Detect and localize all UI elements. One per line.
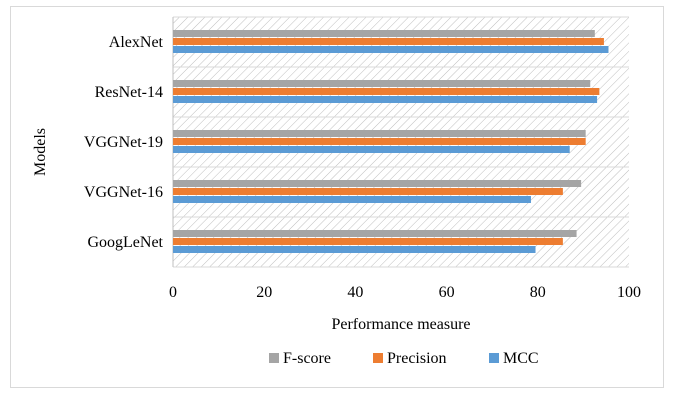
gridlines [172, 16, 629, 268]
category-label-vggnet-16: VGGNet-16 [84, 184, 163, 201]
bar-vggnet-19-precision [173, 138, 586, 145]
bars-group [173, 30, 609, 253]
legend-swatch-mcc [489, 353, 499, 363]
legend-label-precision: Precision [387, 350, 447, 367]
x-tick-labels: 0 20 40 60 80 100 [169, 284, 641, 301]
legend-label-mcc: MCC [503, 350, 539, 367]
bar-resnet-14-mcc [173, 96, 598, 103]
legend-label-f-score: F-score [283, 350, 331, 367]
legend: F-score Precision MCC [269, 350, 539, 367]
bar-googlenet-precision [173, 238, 563, 245]
x-tick-label: 100 [617, 284, 641, 301]
category-label-resnet-14: ResNet-14 [95, 84, 163, 101]
bar-vggnet-16-precision [173, 188, 563, 195]
x-tick-label: 60 [439, 284, 455, 301]
bar-vggnet-16-mcc [173, 196, 531, 203]
bar-vggnet-16-f-score [173, 180, 582, 187]
bar-chart: AlexNet ResNet-14 VGGNet-19 VGGNet-16 GoogLe… [32, 16, 641, 367]
category-labels: AlexNet ResNet-14 VGGNet-19 VGGNet-16 GoogLe… [84, 34, 164, 251]
bar-googlenet-mcc [173, 246, 536, 253]
bar-resnet-14-precision [173, 88, 600, 95]
bar-vggnet-19-f-score [173, 130, 586, 137]
x-tick-label: 80 [530, 284, 546, 301]
legend-swatch-f-score [269, 353, 279, 363]
legend-swatch-precision [373, 353, 383, 363]
category-label-alexnet: AlexNet [109, 34, 164, 51]
x-tick-label: 40 [347, 284, 363, 301]
category-label-vggnet-19: VGGNet-19 [84, 134, 163, 151]
chart-frame: AlexNet ResNet-14 VGGNet-19 VGGNet-16 GoogLe… [10, 6, 664, 388]
x-tick-label: 20 [256, 284, 272, 301]
y-axis-title: Models [32, 128, 49, 176]
bar-vggnet-19-mcc [173, 146, 570, 153]
category-label-googlenet: GoogLeNet [87, 234, 163, 251]
bar-alexnet-f-score [173, 30, 595, 37]
bar-alexnet-mcc [173, 46, 609, 53]
x-axis-title: Performance measure [331, 316, 470, 333]
bar-googlenet-f-score [173, 230, 577, 237]
x-tick-label: 0 [169, 284, 177, 301]
bar-resnet-14-f-score [173, 80, 591, 87]
bar-alexnet-precision [173, 38, 604, 45]
